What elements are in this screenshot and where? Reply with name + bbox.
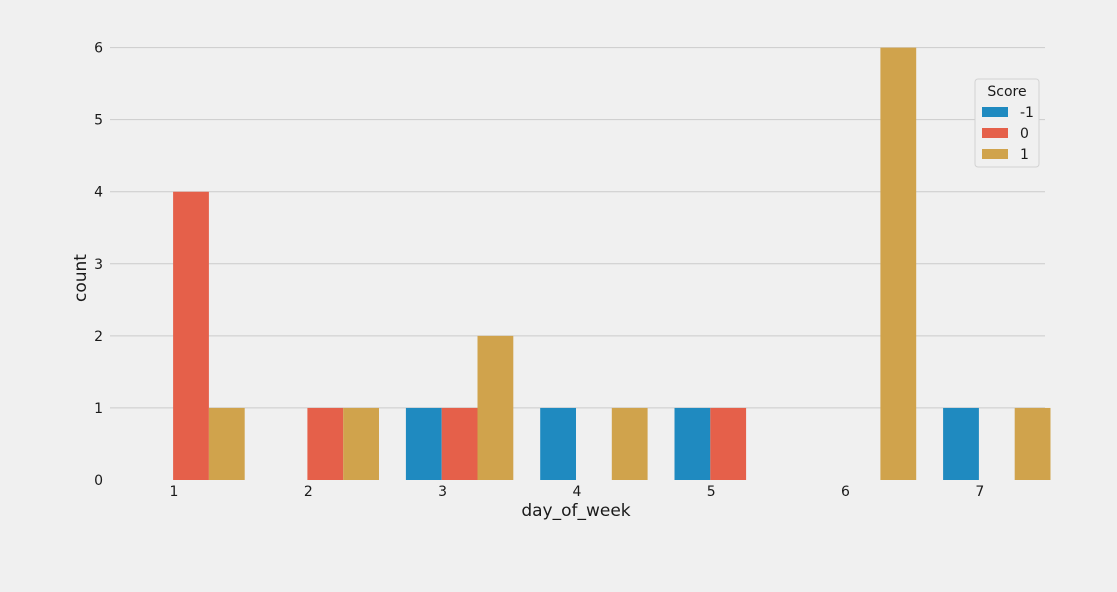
y-tick-label: 6 [94, 41, 103, 57]
bar [710, 407, 747, 480]
bar [208, 407, 245, 480]
x-axis-title: day_of_week [521, 501, 630, 521]
x-axis-ticks: 1 2 3 4 5 6 7 [170, 484, 985, 500]
bar [173, 191, 209, 480]
x-tick-label: 3 [438, 484, 447, 500]
x-tick-label: 7 [975, 484, 984, 500]
bar [477, 335, 514, 480]
bar [611, 407, 648, 480]
y-tick-label: 5 [94, 113, 103, 129]
legend-box [974, 78, 1040, 168]
y-tick-label: 4 [94, 185, 103, 201]
y-tick-label: 3 [94, 257, 103, 273]
bars [173, 47, 1051, 480]
legend-label: 0 [1020, 126, 1029, 142]
y-axis-ticks: 0 1 2 3 4 5 6 [94, 41, 103, 489]
y-tick-label: 1 [94, 401, 103, 417]
bar [880, 47, 917, 480]
x-tick-label: 5 [707, 484, 716, 500]
bar [343, 407, 379, 480]
bar [674, 407, 711, 480]
legend-swatch [982, 107, 1008, 117]
y-tick-label: 2 [94, 329, 103, 345]
legend-title: Score [987, 84, 1026, 100]
bar [540, 407, 576, 480]
legend: Score -1 0 1 [974, 78, 1040, 168]
legend-label: -1 [1020, 105, 1034, 121]
bar [1014, 407, 1051, 480]
bar [307, 407, 344, 480]
y-axis-title: count [71, 254, 91, 302]
legend-label: 1 [1020, 147, 1029, 163]
bar [405, 407, 442, 480]
x-tick-label: 6 [841, 484, 850, 500]
x-tick-label: 2 [304, 484, 313, 500]
x-tick-label: 4 [572, 484, 581, 500]
legend-swatch [982, 149, 1008, 159]
bar [943, 407, 979, 480]
legend-swatch [982, 128, 1008, 138]
x-tick-label: 1 [170, 484, 179, 500]
y-tick-label: 0 [94, 473, 103, 489]
bar [441, 407, 478, 480]
